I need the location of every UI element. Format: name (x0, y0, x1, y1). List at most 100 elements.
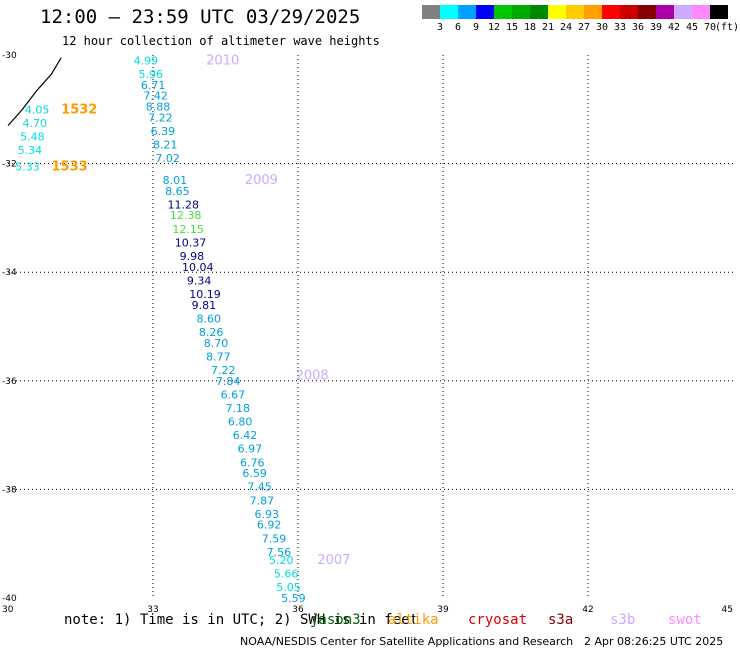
pass-time-label: 1532 (61, 102, 97, 117)
wave-height-label: 6.71 (141, 79, 166, 92)
scale-tick-label: 9 (472, 22, 480, 33)
scale-swatch (710, 5, 728, 19)
wave-height-label: 9.98 (180, 250, 205, 263)
wave-height-label: 7.87 (250, 494, 275, 507)
scale-swatch (548, 5, 566, 19)
units-note: note: 1) Time is in UTC; 2) SWH is in fe… (64, 612, 419, 628)
scale-swatch (494, 5, 512, 19)
wave-height-label: 10.19 (189, 288, 221, 301)
scale-swatch (422, 5, 440, 19)
scale-swatch (512, 5, 530, 19)
pass-time-label: 2008 (296, 368, 329, 383)
scale-tick-label: 36 (631, 22, 645, 33)
wave-height-label: 5.66 (274, 568, 299, 581)
scale-tick-label: 27 (577, 22, 591, 33)
pass-time-label: 2009 (245, 173, 278, 188)
latitude-tick-label: -32 (2, 160, 17, 170)
wave-height-label: 8.21 (153, 139, 178, 152)
wave-height-label: 6.42 (233, 429, 258, 442)
generated-timestamp: 2 Apr 08:26:25 UTC 2025 (584, 635, 724, 648)
mission-legend-item: s3a (548, 612, 574, 628)
wave-height-label: 7.22 (148, 111, 173, 124)
map-subtitle: 12 hour collection of altimeter wave hei… (62, 34, 380, 48)
wave-height-label: 4.99 (134, 54, 159, 67)
pass-time-label: 2007 (317, 553, 350, 568)
scale-tick-label: 6 (454, 22, 462, 33)
latitude-tick-label: -38 (2, 485, 17, 495)
scale-tick-label: 39 (649, 22, 663, 33)
scale-swatch (656, 5, 674, 19)
longitude-tick-label: 36 (292, 605, 304, 615)
wave-height-label: 8.88 (146, 101, 171, 114)
wave-height-label: 9.81 (192, 299, 217, 312)
scale-swatch (458, 5, 476, 19)
wave-height-label: 4.70 (23, 117, 48, 130)
map-title: 12:00 – 23:59 UTC 03/29/2025 (40, 6, 361, 28)
wave-height-label: 5.59 (281, 592, 306, 605)
wave-height-label: 10.37 (175, 236, 207, 249)
wave-height-label: 4.05 (25, 103, 49, 116)
wave-height-label: 12.38 (170, 209, 202, 222)
scale-tick-label: 42 (667, 22, 681, 33)
latitude-tick-label: -34 (2, 268, 17, 278)
wave-height-label: 8.77 (206, 350, 231, 363)
scale-swatch (530, 5, 548, 19)
wave-height-label: 5.05 (276, 581, 301, 594)
latitude-tick-label: -30 (2, 51, 17, 61)
credit-line: NOAA/NESDIS Center for Satellite Applica… (240, 635, 574, 648)
wave-height-label: 6.76 (240, 456, 265, 469)
scale-unit-label: (ft) (714, 22, 740, 33)
wave-height-label: 12.15 (172, 223, 204, 236)
wave-height-label: 6.67 (221, 388, 246, 401)
coastline (7, 57, 62, 126)
scale-swatch (440, 5, 458, 19)
wave-height-label: 8.01 (163, 174, 188, 187)
wave-height-label: 8.26 (199, 326, 224, 339)
scale-tick-label: 18 (523, 22, 537, 33)
longitude-tick-label: 39 (437, 605, 449, 615)
longitude-tick-label: 42 (582, 605, 593, 615)
wave-height-label: 10.04 (182, 261, 214, 274)
wave-height-label: 6.93 (255, 508, 280, 521)
wave-height-label: 8.65 (165, 185, 190, 198)
scale-tick-label: 21 (541, 22, 555, 33)
wave-height-label: 7.18 (226, 402, 251, 415)
wave-height-label: 11.28 (168, 198, 200, 211)
mission-legend-item: cryosat (468, 612, 528, 628)
scale-swatch (602, 5, 620, 19)
scale-tick-label: 24 (559, 22, 573, 33)
scale-tick-label: 3 (436, 22, 444, 33)
scale-tick-label: 12 (487, 22, 501, 33)
wave-height-label: 7.45 (247, 481, 272, 494)
wave-height-label: 8.60 (197, 312, 222, 325)
scale-swatch (692, 5, 710, 19)
mission-legend-item: swot (668, 612, 702, 628)
scale-tick-label: 15 (505, 22, 519, 33)
longitude-tick-label: 45 (722, 605, 733, 615)
wave-height-label: 8.70 (204, 337, 229, 350)
pass-time-label: 2010 (206, 53, 239, 68)
wave-height-label: 6.59 (242, 467, 267, 480)
scale-tick-label: 45 (685, 22, 699, 33)
scale-swatch (638, 5, 656, 19)
scale-tick-label: 70 (703, 22, 717, 33)
wave-height-label: 7.84 (216, 375, 241, 388)
wave-height-label: 6.92 (257, 519, 282, 532)
wave-height-label: 6.97 (238, 443, 262, 456)
wave-height-label: 6.80 (228, 416, 253, 429)
latitude-tick-label: -36 (2, 377, 17, 387)
mission-legend-item: jason3 (310, 612, 361, 628)
wave-height-label: 5.20 (269, 554, 294, 567)
scale-swatch (620, 5, 638, 19)
wave-height-label: 7.42 (143, 90, 168, 103)
wave-height-label: 5.34 (18, 144, 42, 157)
wave-height-label: 5.96 (139, 68, 164, 81)
scale-tick-label: 33 (613, 22, 627, 33)
scale-swatch (566, 5, 584, 19)
wave-height-label: 5.48 (20, 130, 45, 143)
pass-time-label: 1533 (52, 159, 88, 174)
wave-height-label: 7.22 (211, 364, 236, 377)
scale-swatch (476, 5, 494, 19)
mission-legend-item: s3b (610, 612, 636, 628)
